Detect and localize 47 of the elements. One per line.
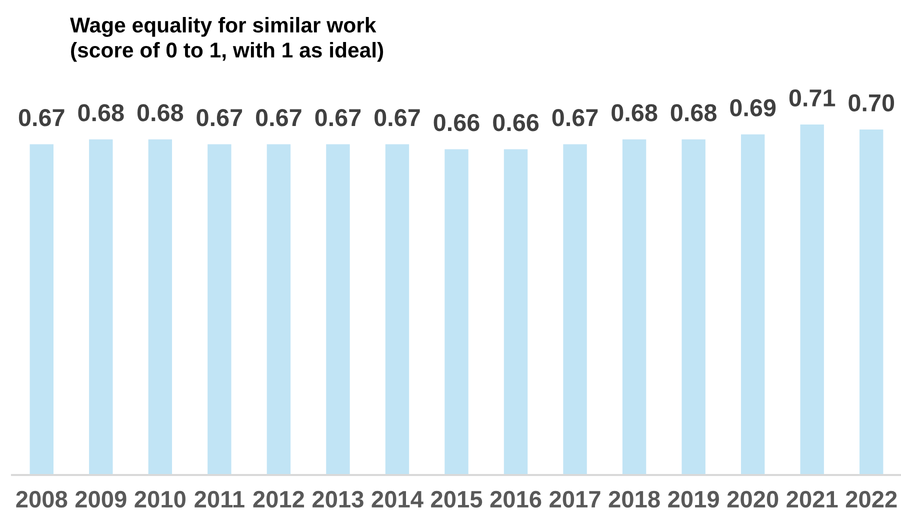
data-label: 0.67	[196, 109, 242, 126]
bar	[326, 144, 350, 475]
x-tick-label: 2008	[16, 490, 68, 508]
data-label: 0.69	[730, 99, 776, 116]
data-label: 0.66	[434, 114, 480, 132]
x-tick-label: 2020	[727, 490, 778, 508]
x-tick-label: 2013	[312, 490, 364, 508]
chart-title: Wage equality for similar work	[70, 17, 376, 37]
bar	[208, 144, 232, 475]
bar	[682, 139, 706, 475]
x-tick-label: 2019	[668, 490, 719, 508]
bar	[860, 129, 884, 475]
x-tick-label: 2010	[134, 490, 186, 508]
bar	[622, 139, 646, 475]
bar	[266, 144, 291, 475]
x-tick-label: 2011	[194, 490, 244, 508]
x-tick-label: 2017	[550, 490, 600, 508]
x-tick-label: 2016	[490, 490, 542, 508]
data-label: 0.68	[670, 104, 716, 122]
x-tick-label: 2014	[372, 490, 424, 508]
bar	[30, 144, 54, 475]
data-label: 0.71	[789, 89, 836, 107]
data-label: 0.67	[256, 109, 302, 126]
data-label: 0.67	[552, 109, 598, 126]
x-tick-label: 2009	[75, 490, 126, 508]
data-label: 0.66	[493, 114, 539, 132]
x-tick-label: 2015	[431, 490, 482, 508]
bar	[444, 149, 468, 475]
data-label: 0.67	[315, 109, 361, 126]
bar	[563, 144, 587, 475]
bar	[504, 149, 528, 475]
bar	[800, 124, 824, 475]
data-label: 0.68	[78, 104, 124, 122]
x-tick-label: 2018	[608, 490, 660, 508]
x-tick-label: 2021	[786, 490, 838, 508]
data-label: 0.70	[848, 94, 894, 112]
data-label: 0.67	[374, 109, 420, 126]
bar	[89, 139, 113, 475]
bar	[148, 139, 172, 475]
bar	[385, 144, 410, 475]
data-label: 0.68	[612, 104, 658, 122]
data-label: 0.67	[18, 109, 64, 126]
chart-subtitle: (score of 0 to 1, with 1 as ideal)	[71, 42, 384, 62]
bar	[740, 134, 765, 475]
x-tick-label: 2022	[846, 490, 897, 508]
data-label: 0.68	[137, 104, 184, 122]
x-tick-label: 2012	[253, 490, 304, 508]
